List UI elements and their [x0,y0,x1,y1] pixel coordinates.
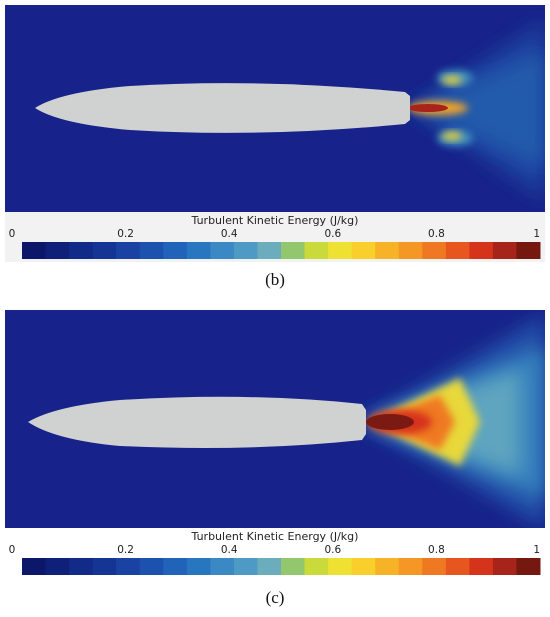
colorbar-segment [163,242,188,259]
colorbar-segment [516,558,541,575]
colorbar-tick-label: 0.4 [221,544,238,556]
colorbar-segment [45,558,70,575]
colorbar-tick-label: 0.4 [221,228,238,240]
colorbar-segment [92,558,117,575]
colorbar-segment [351,558,376,575]
colorbar-segment [351,242,376,259]
colorbar-segment [45,242,70,259]
colorbar-segment [328,558,353,575]
colorbar-segment [304,558,329,575]
colorbar-segment [492,242,517,259]
colorbar-segment [375,558,400,575]
field-c [5,310,545,528]
colorbar-segment [398,242,423,259]
colorbar-segment [328,242,353,259]
colorbar-segment [210,242,235,259]
colorbar-tick-label: 0 [9,544,16,556]
colorbar-segment [492,558,517,575]
colorbar-segment [139,558,164,575]
colorbar-segment [22,242,47,259]
colorbar-segment [163,558,188,575]
colorbar-segment [516,242,541,259]
colorbar-tick-label: 0.6 [324,228,341,240]
colorbar-tick-label: 0.2 [117,228,134,240]
colorbar-segment [445,242,470,259]
colorbar-tick-label: 1 [533,228,540,240]
colorbar-segment [69,242,94,259]
colorbar-segment [257,558,282,575]
field-b [5,5,545,212]
colorbar-segment [116,242,141,259]
colorbar-segment [469,558,494,575]
colorbar-segment [22,558,47,575]
colorbar-segment [375,242,400,259]
colorbar-tick-label: 0.8 [428,228,445,240]
colorbar-segment [281,558,306,575]
colorbar-segment [92,242,117,259]
colorbar-segment [469,242,494,259]
colorbar-segment [422,242,447,259]
colorbar-segment [398,558,423,575]
colorbar-segment [69,558,94,575]
panel-label: (b) [265,270,285,289]
colorbar-tick-label: 0.8 [428,544,445,556]
colorbar-segment [186,242,211,259]
colorbar-tick-label: 0.6 [324,544,341,556]
colorbar-title: Turbulent Kinetic Energy (J/kg) [191,530,359,543]
colorbar-segment [304,242,329,259]
colorbar-segment [233,242,258,259]
panel-label: (c) [266,588,285,607]
colorbar-tick-label: 1 [533,544,540,556]
colorbar-tick-label: 0 [9,228,16,240]
colorbar-segment [445,558,470,575]
colorbar-segment [186,558,211,575]
colorbar-segment [257,242,282,259]
colorbar-segment [281,242,306,259]
colorbar-tick-label: 0.2 [117,544,134,556]
colorbar-title: Turbulent Kinetic Energy (J/kg) [191,214,359,227]
colorbar-segment [139,242,164,259]
colorbar-segment [233,558,258,575]
colorbar-segment [422,558,447,575]
colorbar-segment [210,558,235,575]
colorbar-segment [116,558,141,575]
